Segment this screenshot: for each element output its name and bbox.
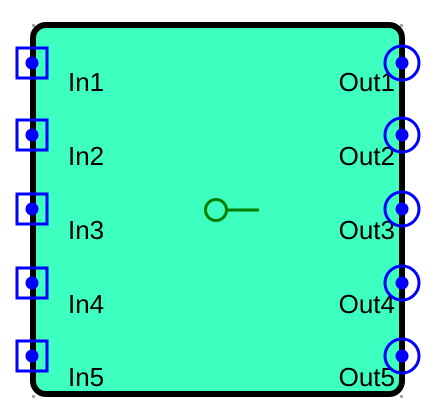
input-port-5[interactable]	[15, 339, 49, 373]
square-port-icon	[15, 339, 49, 373]
circle-port-icon	[383, 44, 421, 82]
input-label-5: In5	[68, 362, 104, 392]
input-port-4[interactable]	[15, 266, 49, 300]
port-dot-icon	[395, 202, 409, 216]
port-dot-icon	[25, 128, 39, 142]
output-label-1: Out1	[339, 67, 395, 97]
output-label-2: Out2	[339, 141, 395, 171]
output-port-2[interactable]	[383, 116, 421, 154]
input-port-3[interactable]	[15, 192, 49, 226]
circle-port-icon	[383, 116, 421, 154]
port-dot-icon	[395, 276, 409, 290]
port-dot-icon	[25, 349, 39, 363]
output-port-4[interactable]	[383, 264, 421, 302]
square-port-icon	[15, 266, 49, 300]
output-label-4: Out4	[339, 289, 395, 319]
port-dot-icon	[25, 202, 39, 216]
port-dot-icon	[25, 56, 39, 70]
input-label-2: In2	[68, 141, 104, 171]
port-dot-icon	[395, 349, 409, 363]
output-port-3[interactable]	[383, 190, 421, 228]
circle-port-icon	[383, 264, 421, 302]
input-label-3: In3	[68, 215, 104, 245]
circle-port-icon	[383, 190, 421, 228]
input-port-2[interactable]	[15, 118, 49, 152]
input-port-1[interactable]	[15, 46, 49, 80]
selection-corner-markers	[32, 24, 403, 398]
square-port-icon	[15, 46, 49, 80]
circle-port-icon	[383, 337, 421, 375]
output-label-5: Out5	[339, 362, 395, 392]
input-label-1: In1	[68, 67, 104, 97]
input-ports: In1 In2 In3 In4 In5	[15, 46, 104, 392]
output-port-5[interactable]	[383, 337, 421, 375]
output-label-3: Out3	[339, 215, 395, 245]
square-port-icon	[15, 192, 49, 226]
port-dot-icon	[395, 56, 409, 70]
output-ports: Out1 Out2 Out3 Out4 Out5	[339, 44, 421, 392]
square-port-icon	[15, 118, 49, 152]
input-label-4: In4	[68, 289, 104, 319]
output-connector-icon	[204, 198, 259, 222]
port-dot-icon	[395, 128, 409, 142]
port-dot-icon	[25, 276, 39, 290]
output-port-1[interactable]	[383, 44, 421, 82]
